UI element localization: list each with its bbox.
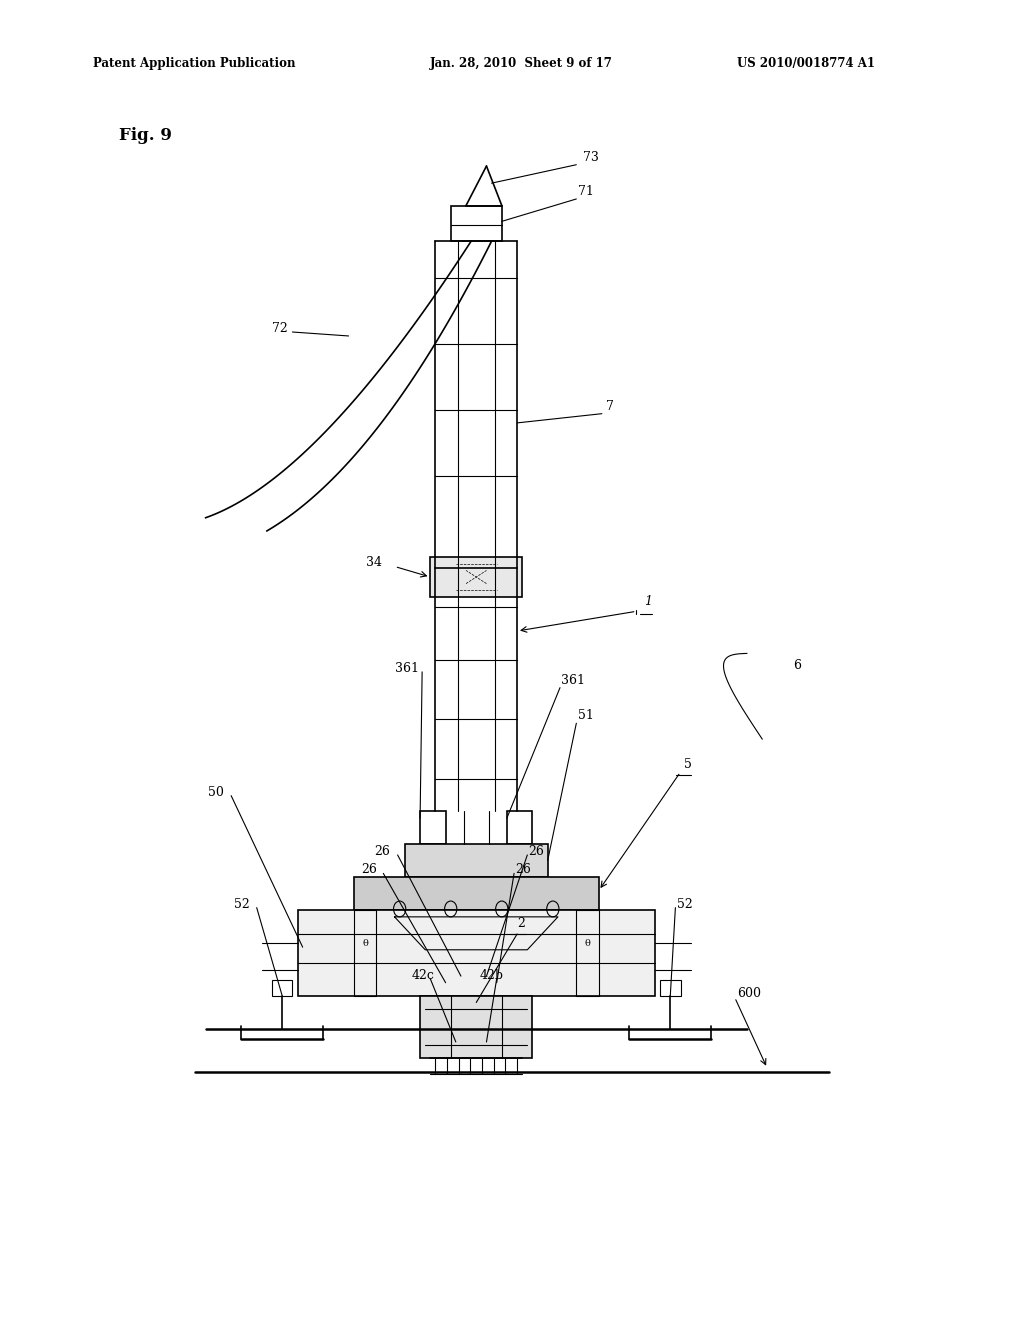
Text: θ: θ (585, 939, 591, 948)
Text: 34: 34 (366, 557, 382, 569)
Text: 6: 6 (793, 659, 801, 672)
Text: 52: 52 (678, 898, 693, 911)
Bar (298, 911, 655, 995)
Text: Jan. 28, 2010  Sheet 9 of 17: Jan. 28, 2010 Sheet 9 of 17 (430, 57, 613, 70)
Text: 50: 50 (208, 785, 223, 799)
Text: 71: 71 (579, 185, 594, 198)
Text: 52: 52 (234, 898, 250, 911)
Text: 2: 2 (517, 917, 525, 931)
Text: θ: θ (362, 939, 368, 948)
Bar (660, 979, 681, 995)
Text: 361: 361 (561, 673, 585, 686)
Text: 26: 26 (515, 863, 530, 876)
Text: Fig. 9: Fig. 9 (119, 127, 172, 144)
Bar (353, 911, 376, 995)
Bar (272, 979, 293, 995)
Text: 26: 26 (360, 863, 377, 876)
Text: 7: 7 (606, 400, 613, 413)
Bar (420, 812, 445, 845)
Text: 600: 600 (736, 987, 761, 1001)
Text: 26: 26 (374, 845, 390, 858)
Bar (451, 206, 502, 242)
Text: 1: 1 (644, 595, 651, 607)
Bar (577, 911, 599, 995)
Text: 51: 51 (579, 709, 594, 722)
Bar (353, 878, 599, 911)
Bar (420, 995, 532, 1057)
Text: 26: 26 (528, 845, 544, 858)
Bar (430, 557, 522, 597)
Text: 5: 5 (684, 758, 691, 771)
Text: 42b: 42b (479, 969, 504, 982)
Bar (404, 845, 548, 878)
Text: 72: 72 (272, 322, 288, 335)
Text: 42c: 42c (412, 969, 435, 982)
Text: Patent Application Publication: Patent Application Publication (93, 57, 296, 70)
Bar (507, 812, 532, 845)
Text: 361: 361 (394, 661, 419, 675)
Text: 73: 73 (584, 150, 599, 164)
Text: US 2010/0018774 A1: US 2010/0018774 A1 (736, 57, 874, 70)
